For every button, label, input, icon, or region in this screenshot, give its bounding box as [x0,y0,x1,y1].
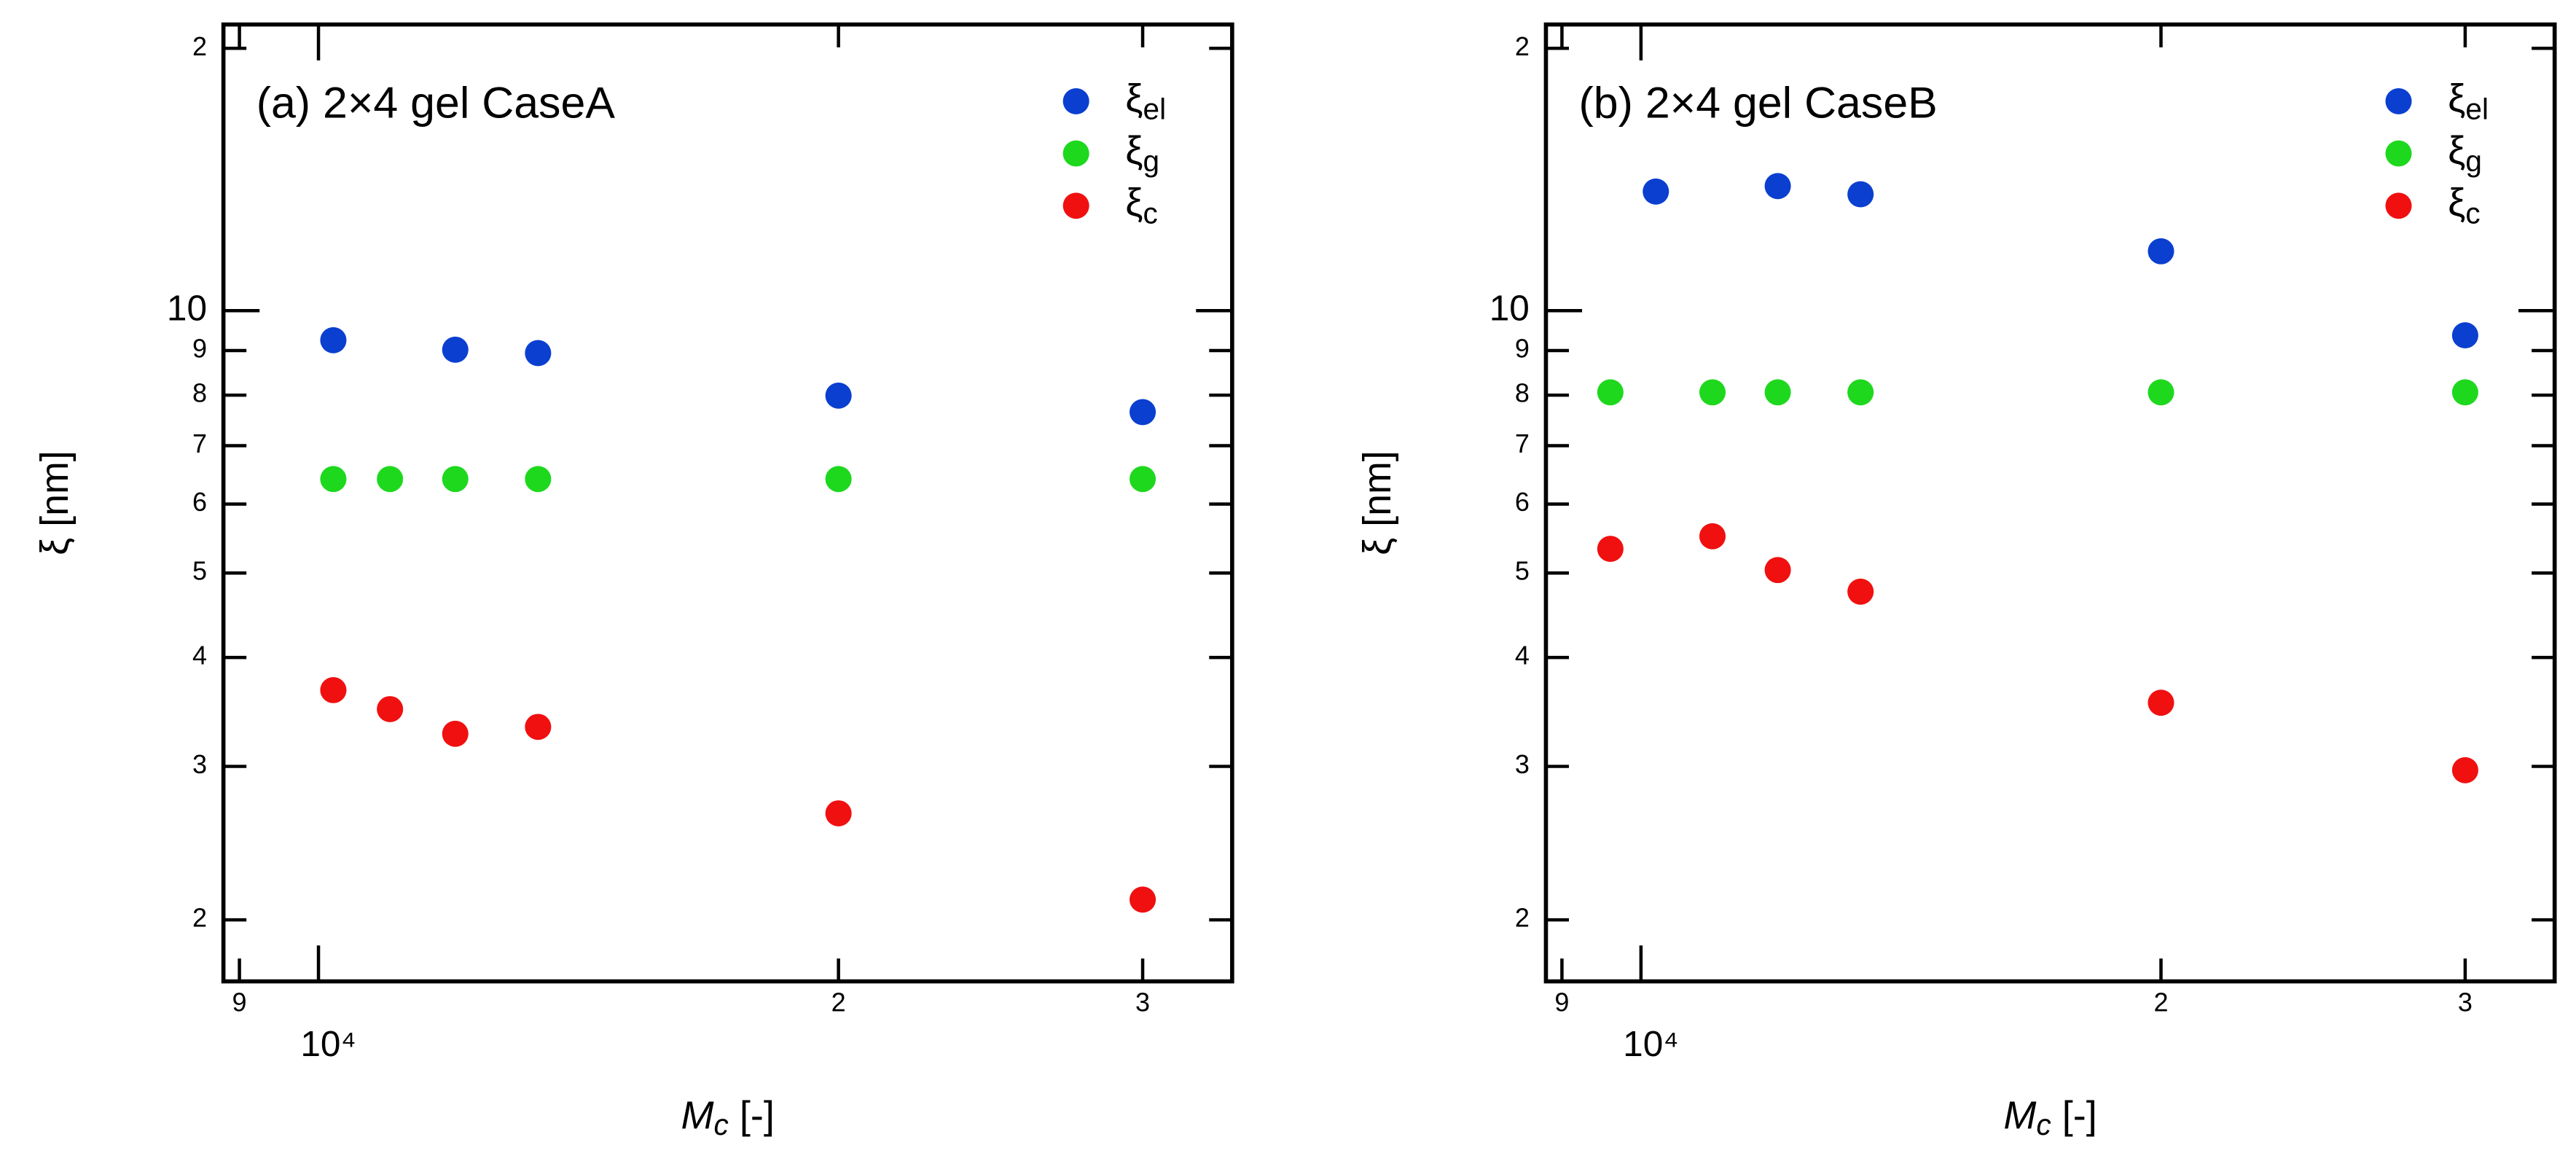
y-tick-label: 5 [192,556,207,586]
plot-frame [221,22,1234,984]
legend-label: ξel [1125,77,1166,125]
legend-label: ξg [1125,129,1159,178]
data-point [2148,379,2174,406]
data-point [1597,536,1624,563]
data-point [1847,578,1874,605]
legend-marker [2385,192,2412,219]
data-point [1597,379,1624,406]
data-point [525,466,552,493]
y-tick-label: 6 [1515,487,1530,517]
data-point [1643,178,1669,205]
legend-label: ξg [2448,129,2482,178]
data-point [1764,173,1791,200]
x-axis-label: Mc [-] [2003,1094,2097,1141]
data-point [2451,757,2478,783]
data-point [825,466,852,493]
y-tick-label: 6 [192,487,207,517]
legend-label: ξc [2448,181,2481,230]
data-point [442,336,469,363]
legend-marker [1062,87,1089,114]
x-tick-label: 3 [2458,987,2473,1017]
data-point [1699,523,1726,550]
y-tick-label: 2 [192,31,207,61]
data-point [442,720,469,747]
y-tick-label: 10 [167,288,207,328]
data-point [825,382,852,409]
x-tick-label: 10⁴ [300,1024,356,1064]
y-tick-label: 8 [192,378,207,408]
y-tick-label: 3 [1515,749,1530,779]
data-point [320,327,347,353]
data-point [2451,322,2478,349]
y-tick-label: 2 [192,903,207,933]
y-tick-label: 2 [1515,903,1530,933]
data-point [1699,379,1726,406]
data-point [1847,379,1874,406]
x-tick-label: 2 [831,987,846,1017]
y-tick-label: 2 [1515,31,1530,61]
panel-title: (a) 2×4 gel CaseA [257,78,616,128]
data-point [1130,399,1156,426]
legend-marker [1062,140,1089,167]
y-tick-label: 3 [192,749,207,779]
x-tick-label: 3 [1135,987,1150,1017]
data-point [525,340,552,367]
data-point [525,714,552,740]
data-point [2451,379,2478,406]
legend-marker [2385,87,2412,114]
data-point [1764,557,1791,584]
data-point [1847,181,1874,208]
legend-marker [1062,192,1089,219]
data-point [2148,238,2174,265]
y-axis-label: ξ [nm] [1355,450,1399,555]
data-point [377,466,404,493]
y-tick-label: 4 [1515,641,1530,671]
legend-marker [2385,140,2412,167]
x-tick-label: 10⁴ [1623,1024,1678,1064]
data-point [2148,689,2174,716]
x-axis-label: Mc [-] [681,1094,775,1141]
panel-title: (b) 2×4 gel CaseB [1579,78,1938,128]
data-point [442,466,469,493]
data-point [1130,886,1156,913]
y-tick-label: 4 [192,641,207,671]
y-tick-label: 7 [1515,429,1530,458]
data-point [320,676,347,703]
y-tick-label: 9 [1515,334,1530,364]
data-point [1130,466,1156,493]
x-tick-label: 2 [2153,987,2168,1017]
y-tick-label: 10 [1489,288,1530,328]
legend-label: ξc [1125,181,1158,230]
y-tick-label: 8 [1515,378,1530,408]
y-tick-label: 7 [192,429,207,458]
data-point [377,696,404,722]
data-point [320,466,347,493]
legend-label: ξel [2448,77,2489,125]
x-tick-label: 9 [1554,987,1569,1017]
plot-frame [1543,22,2557,984]
y-axis-label: ξ [nm] [33,450,77,555]
x-tick-label: 9 [232,987,247,1017]
y-tick-label: 9 [192,334,207,364]
data-point [825,800,852,826]
y-tick-label: 5 [1515,556,1530,586]
data-point [1764,379,1791,406]
